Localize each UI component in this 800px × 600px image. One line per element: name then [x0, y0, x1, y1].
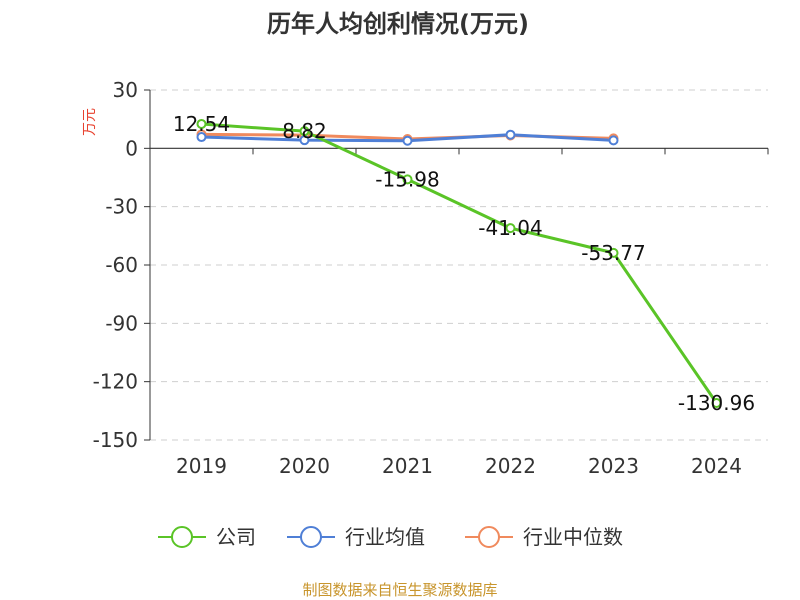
- legend-marker: [171, 526, 193, 548]
- legend-item[interactable]: 行业均值: [287, 525, 425, 549]
- data-point: [196, 132, 207, 143]
- legend-item[interactable]: 公司: [158, 525, 256, 549]
- y-tick-label: 30: [113, 78, 138, 102]
- data-point: [402, 174, 413, 185]
- legend: 公司 行业均值 行业中位数: [158, 525, 623, 549]
- y-tick-label: -120: [93, 370, 138, 394]
- data-label: 12.54: [173, 112, 230, 136]
- data-label: -41.04: [478, 216, 542, 240]
- legend-label: 行业中位数: [523, 525, 623, 549]
- x-tick-label: 2024: [691, 454, 742, 478]
- legend-marker: [300, 526, 322, 548]
- data-point: [608, 247, 619, 258]
- data-point: [711, 397, 722, 408]
- data-point: [402, 135, 413, 146]
- legend-label: 行业均值: [345, 525, 425, 549]
- data-point: [299, 126, 310, 137]
- data-point: [196, 118, 207, 129]
- data-label: -53.77: [581, 241, 645, 265]
- data-point: [608, 135, 619, 146]
- y-tick-label: -60: [105, 253, 138, 277]
- legend-item[interactable]: 行业中位数: [465, 525, 623, 549]
- x-tick-labels: 2019 2020 2021 2022 2023 2024: [176, 454, 742, 478]
- gridlines: [144, 89, 768, 441]
- data-label: -130.96: [678, 391, 755, 415]
- axes: [149, 90, 769, 440]
- y-axis-label: 万元: [82, 108, 98, 136]
- legend-label: 公司: [216, 525, 256, 549]
- data-labels: 12.54 8.82 -15.98 -41.04 -53.77 -130.96: [173, 112, 755, 415]
- data-label: 8.82: [282, 119, 327, 143]
- x-tick-label: 2022: [485, 454, 536, 478]
- y-tick-label: -30: [105, 195, 138, 219]
- chart-title: 历年人均创利情况(万元): [267, 10, 529, 38]
- y-tick-label: 0: [125, 136, 138, 160]
- data-point: [505, 223, 516, 234]
- data-label: -15.98: [375, 167, 439, 191]
- x-tick-label: 2020: [279, 454, 330, 478]
- series-points: [196, 118, 722, 408]
- x-tick-label: 2023: [588, 454, 639, 478]
- x-tick-label: 2019: [176, 454, 227, 478]
- y-tick-label: -150: [93, 428, 138, 452]
- source-note: 制图数据来自恒生聚源数据库: [302, 581, 497, 599]
- x-tick-label: 2021: [382, 454, 433, 478]
- y-tick-labels: 30 0 -30 -60 -90 -120 -150: [93, 78, 138, 452]
- legend-marker: [478, 526, 500, 548]
- data-point: [505, 129, 516, 140]
- series-line: [201, 122, 718, 404]
- y-tick-label: -90: [105, 311, 138, 335]
